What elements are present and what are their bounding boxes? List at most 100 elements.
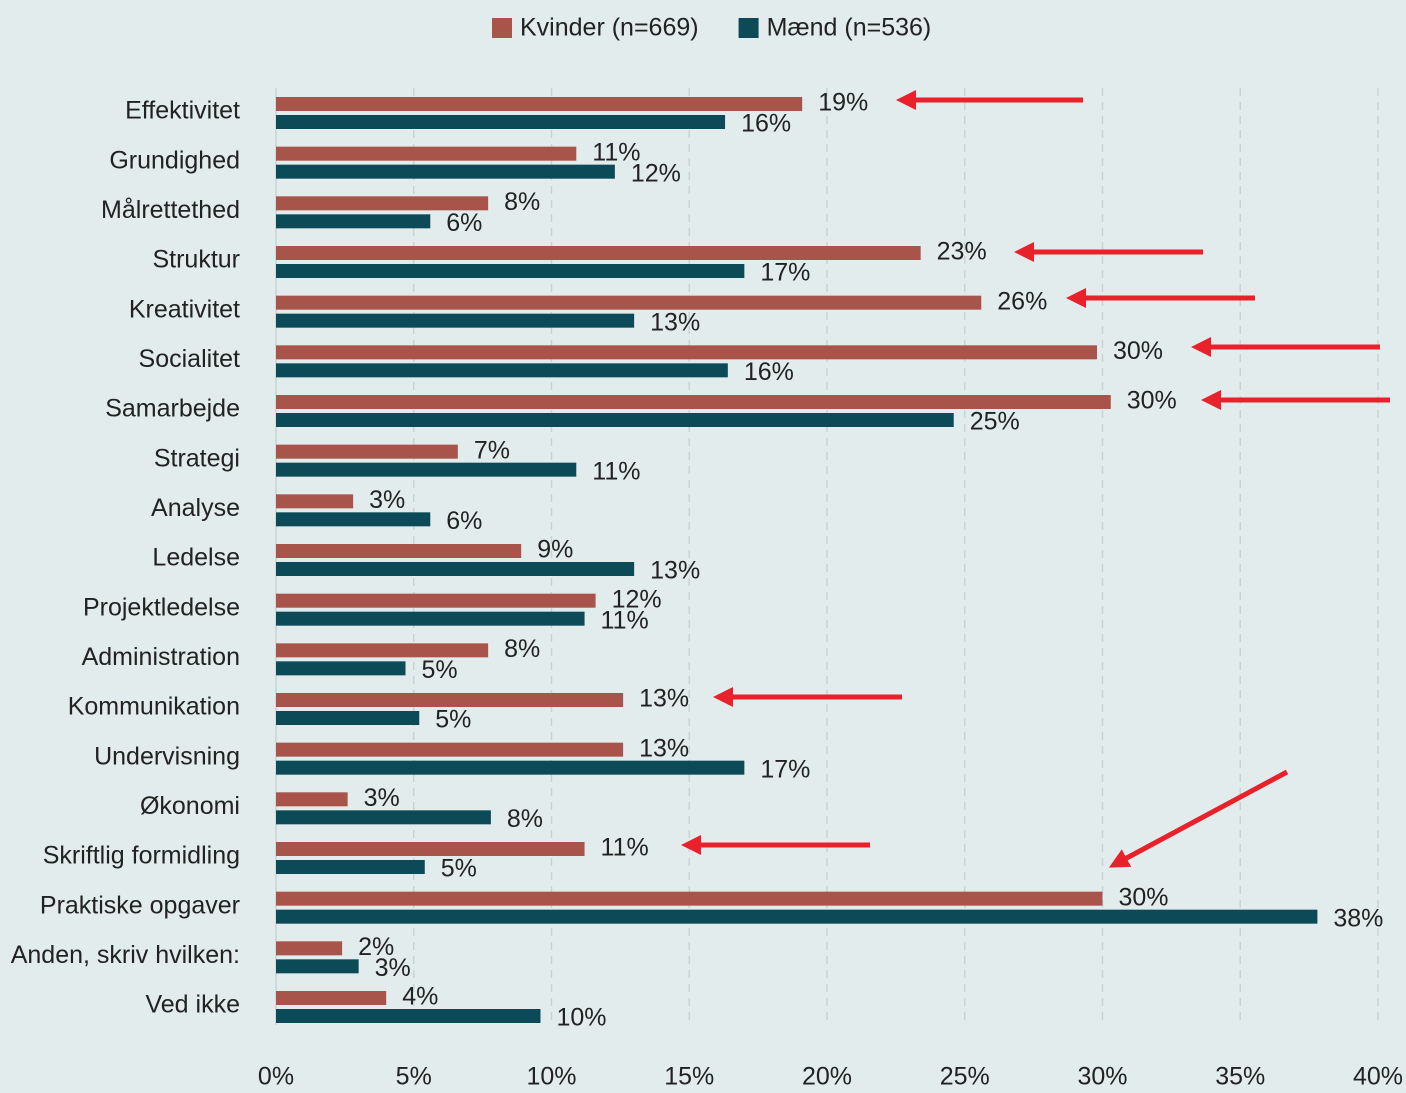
bar <box>276 941 343 956</box>
bar <box>276 909 1318 924</box>
y-tick-label: Projektledelse <box>83 593 240 621</box>
y-tick-label: Ved ikke <box>145 991 240 1019</box>
y-tick-label: Strategi <box>154 444 240 472</box>
legend-swatch <box>738 18 759 38</box>
value-label: 13% <box>650 557 700 585</box>
x-tick-label: 5% <box>396 1063 432 1091</box>
bar <box>276 643 489 658</box>
bar <box>276 512 431 527</box>
bar <box>276 959 359 974</box>
bar <box>276 444 458 459</box>
bar <box>276 544 522 558</box>
bar <box>276 842 585 856</box>
x-tick-label: 20% <box>802 1063 852 1091</box>
bar <box>276 742 624 757</box>
bar <box>276 891 1103 906</box>
value-label: 11% <box>592 457 640 485</box>
bar <box>276 214 431 229</box>
bar <box>276 711 420 725</box>
value-label: 38% <box>1333 904 1383 932</box>
value-label: 11% <box>601 606 649 634</box>
value-label: 19% <box>818 89 868 117</box>
bar <box>276 246 921 260</box>
x-tick-label: 10% <box>526 1063 576 1091</box>
value-label: 8% <box>504 188 540 216</box>
y-tick-label: Økonomi <box>140 792 240 820</box>
value-label: 30% <box>1113 337 1163 365</box>
y-tick-label: Ledelse <box>152 544 240 572</box>
bar <box>276 494 354 509</box>
bar <box>276 313 635 328</box>
bar <box>276 264 745 278</box>
value-label: 13% <box>650 308 700 336</box>
value-label: 26% <box>997 287 1047 315</box>
bar <box>276 562 635 576</box>
value-label: 25% <box>970 408 1020 436</box>
x-tick-label: 25% <box>940 1063 990 1091</box>
value-label: 4% <box>402 983 438 1011</box>
x-tick-label: 15% <box>664 1063 714 1091</box>
arrow <box>1108 769 1289 868</box>
value-label: 5% <box>421 656 457 684</box>
y-tick-label: Grundighed <box>109 146 240 174</box>
value-label: 5% <box>441 855 477 883</box>
value-label: 17% <box>760 259 810 287</box>
value-label: 10% <box>556 1004 606 1032</box>
value-label: 30% <box>1127 387 1177 415</box>
bar <box>276 395 1111 409</box>
legend-label: Kvinder (n=669) <box>520 14 699 42</box>
annotation-arrows <box>681 90 1390 868</box>
bar <box>276 413 954 427</box>
bar <box>276 115 726 129</box>
bar <box>276 810 491 825</box>
value-label: 7% <box>474 436 510 464</box>
y-tick-label: Undervisning <box>94 742 240 770</box>
value-label: 16% <box>741 110 791 138</box>
y-tick-label: Struktur <box>152 246 240 274</box>
y-tick-label: Praktiske opgaver <box>40 891 240 919</box>
y-tick-label: Kommunikation <box>68 693 240 721</box>
bar <box>276 363 728 378</box>
y-tick-label: Samarbejde <box>105 395 240 423</box>
value-label: 30% <box>1119 883 1169 911</box>
legend-swatch <box>492 18 512 38</box>
y-tick-label: Effektivitet <box>125 97 240 125</box>
value-label: 6% <box>446 507 482 535</box>
bar <box>276 661 406 676</box>
value-label: 5% <box>435 706 471 734</box>
value-label: 9% <box>537 536 573 564</box>
value-label: 13% <box>639 685 689 713</box>
legend-label: Mænd (n=536) <box>767 14 932 42</box>
bar <box>276 345 1097 360</box>
y-tick-label: Administration <box>82 643 240 671</box>
y-tick-label: Anden, skriv hvilken: <box>11 941 240 969</box>
x-tick-label: 30% <box>1077 1063 1127 1091</box>
value-label: 23% <box>937 238 987 266</box>
bar <box>276 593 596 608</box>
bar <box>276 991 387 1005</box>
bar <box>276 164 615 179</box>
bar <box>276 97 803 111</box>
y-tick-label: Skriftlig formidling <box>43 842 240 870</box>
value-label: 8% <box>504 635 540 663</box>
value-label: 16% <box>744 358 794 386</box>
value-label: 3% <box>369 486 405 514</box>
bar <box>276 760 745 775</box>
value-label: 17% <box>760 755 810 783</box>
value-label: 3% <box>375 954 411 982</box>
value-label: 12% <box>612 585 662 613</box>
bar <box>276 860 425 874</box>
x-tick-label: 0% <box>258 1063 294 1091</box>
bar <box>276 693 624 707</box>
x-tick-label: 35% <box>1215 1063 1265 1091</box>
value-label: 8% <box>507 805 543 833</box>
value-label: 2% <box>358 933 394 961</box>
value-label: 11% <box>601 834 649 862</box>
y-tick-label: Kreativitet <box>129 295 240 323</box>
y-tick-label: Målrettethed <box>101 196 240 224</box>
value-label: 11% <box>592 138 640 166</box>
bar <box>276 196 489 211</box>
y-tick-label: Analyse <box>151 494 240 522</box>
value-label: 12% <box>631 159 681 187</box>
